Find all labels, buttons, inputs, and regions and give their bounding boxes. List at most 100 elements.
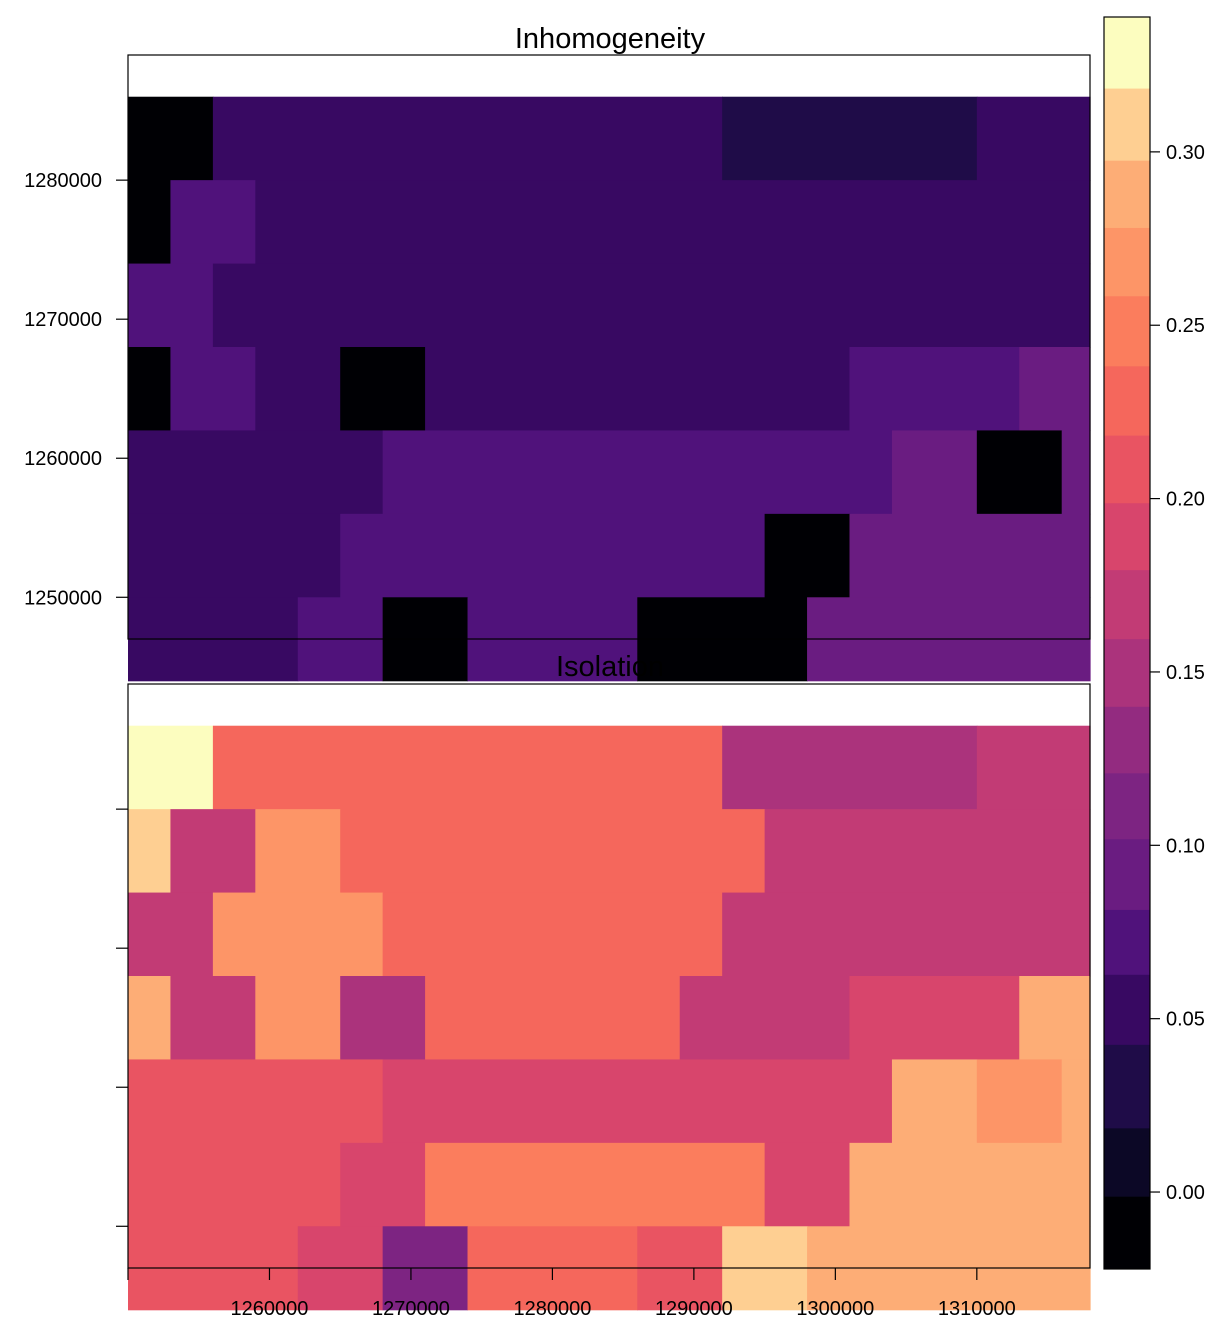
heatmap-cell (212, 96, 723, 181)
heatmap-cell (340, 976, 426, 1061)
heatmap-cell (128, 347, 172, 432)
heatmap-cell (764, 513, 851, 598)
colorbar-tick-label: 0.25 (1166, 315, 1205, 337)
heatmap-cell (849, 976, 1020, 1061)
heatmap-cell (722, 96, 978, 181)
colorbar-swatch (1104, 1127, 1150, 1197)
heatmap-cell (170, 976, 256, 1061)
colorbar-tick-label: 0.00 (1166, 1182, 1205, 1204)
colorbar-swatch (1104, 160, 1150, 228)
heatmap-cell (976, 96, 1091, 181)
heatmap-cell (340, 809, 766, 894)
heatmap-cell (340, 513, 766, 598)
heatmap-cell (255, 809, 341, 894)
panel-inhomogeneity: Inhomogeneity 1250000 1260000 1270000 12800… (24, 23, 1091, 682)
heatmap-cell (340, 347, 426, 432)
heatmap-cell (128, 96, 214, 181)
heatmap-cell (849, 1142, 1091, 1227)
y-axis-inhomogeneity: 1250000 1260000 1270000 1280000 (24, 170, 128, 609)
colorbar-tick-label: 0.10 (1166, 835, 1205, 857)
x-tick-label: 1280000 (513, 1298, 591, 1319)
heatmap-cell (849, 513, 1091, 598)
x-tick-label: 1290000 (655, 1298, 733, 1319)
colorbar: 0.00 0.05 0.10 0.15 0.20 0.25 0.30 (1103, 16, 1205, 1270)
heatmap-cell (128, 263, 214, 348)
colorbar-swatch (1104, 227, 1150, 297)
heatmap-cell (722, 725, 978, 810)
colorbar-swatch (1104, 1044, 1150, 1129)
colorbar-swatch (1104, 88, 1150, 161)
heatmap-cell (425, 1142, 766, 1227)
heatmap-cell (425, 347, 851, 432)
heatmap-cell (1061, 1059, 1091, 1144)
y-tick-label: 1260000 (24, 448, 102, 470)
heatmap-cell (382, 1059, 893, 1144)
x-axis-isolation: 1260000 1270000 1280000 1290000 1300000 13100… (127, 1268, 1016, 1319)
colorbar-swatch (1104, 838, 1150, 910)
heatmap-cell (128, 430, 384, 515)
panel-isolation: Isolation 1260000 1270000 1280000 1290000 13… (116, 651, 1091, 1319)
panel-title-inhomogeneity: Inhomogeneity (515, 23, 706, 55)
heatmap-cell (128, 725, 214, 810)
colorbar-swatch (1104, 569, 1150, 640)
x-tick-label: 1300000 (796, 1298, 874, 1319)
plot-frame-inhomogeneity (127, 54, 1091, 640)
colorbar-frame (1103, 16, 1151, 1270)
heatmap-cell (170, 347, 256, 432)
colorbar-swatch (1104, 435, 1150, 504)
cells-isolation (128, 725, 1091, 1311)
heatmap-cell (764, 1142, 851, 1227)
colorbar-swatch (1104, 365, 1150, 436)
y-axis-isolation (116, 808, 128, 1227)
heatmap-cell (212, 892, 384, 977)
heatmap-cell (128, 1142, 341, 1227)
heatmap-cell (128, 892, 214, 977)
heatmap-cell (976, 725, 1091, 810)
heatmap-cell (255, 976, 341, 1061)
heatmap-cell (170, 809, 256, 894)
colorbar-swatch (1104, 706, 1150, 774)
heatmap-cell (128, 976, 172, 1061)
heatmap-cell (891, 430, 978, 515)
heatmap-cell (1019, 347, 1091, 432)
colorbar-swatch (1104, 772, 1150, 840)
colorbar-swatch (1104, 502, 1150, 571)
cells-inhomogeneity (128, 96, 1091, 682)
heatmap-cell (212, 263, 1091, 348)
heatmap-cell (128, 809, 172, 894)
y-tick-label: 1250000 (24, 587, 102, 609)
heatmap-cell (891, 1059, 978, 1144)
heatmap-cell (1061, 430, 1091, 515)
colorbar-swatch (1104, 1196, 1150, 1270)
x-tick-label: 1310000 (938, 1298, 1016, 1319)
heatmap-cell (1019, 976, 1091, 1061)
heatmap-cell (255, 180, 1091, 265)
heatmap-cell (128, 180, 172, 265)
x-tick-label: 1260000 (231, 1298, 309, 1319)
heatmap-cell (255, 347, 341, 432)
colorbar-swatch (1104, 909, 1150, 975)
heatmap-cell (425, 976, 681, 1061)
heatmap-cell (170, 180, 256, 265)
colorbar-tick-label: 0.15 (1166, 662, 1205, 684)
heatmap-cell (340, 1142, 426, 1227)
heatmap-cell (722, 892, 1091, 977)
colorbar-swatch (1104, 974, 1150, 1045)
heatmap-cell (382, 892, 723, 977)
heatmap-cell (212, 725, 723, 810)
heatmap-cell (679, 976, 851, 1061)
x-tick-label: 1270000 (372, 1298, 450, 1319)
y-tick-label: 1270000 (24, 309, 102, 331)
heatmap-cell (976, 430, 1063, 515)
colorbar-swatch (1104, 295, 1150, 367)
heatmap-cell (382, 430, 893, 515)
heatmap-cell (849, 347, 1020, 432)
heatmap-cell (764, 809, 1091, 894)
heatmap-cell (128, 1059, 384, 1144)
heatmap-cell (976, 1059, 1063, 1144)
colorbar-tick-label: 0.30 (1166, 142, 1205, 164)
colorbar-tick-label: 0.20 (1166, 489, 1205, 511)
plot-frame-isolation (127, 683, 1091, 1269)
heatmap-cell (128, 513, 341, 598)
